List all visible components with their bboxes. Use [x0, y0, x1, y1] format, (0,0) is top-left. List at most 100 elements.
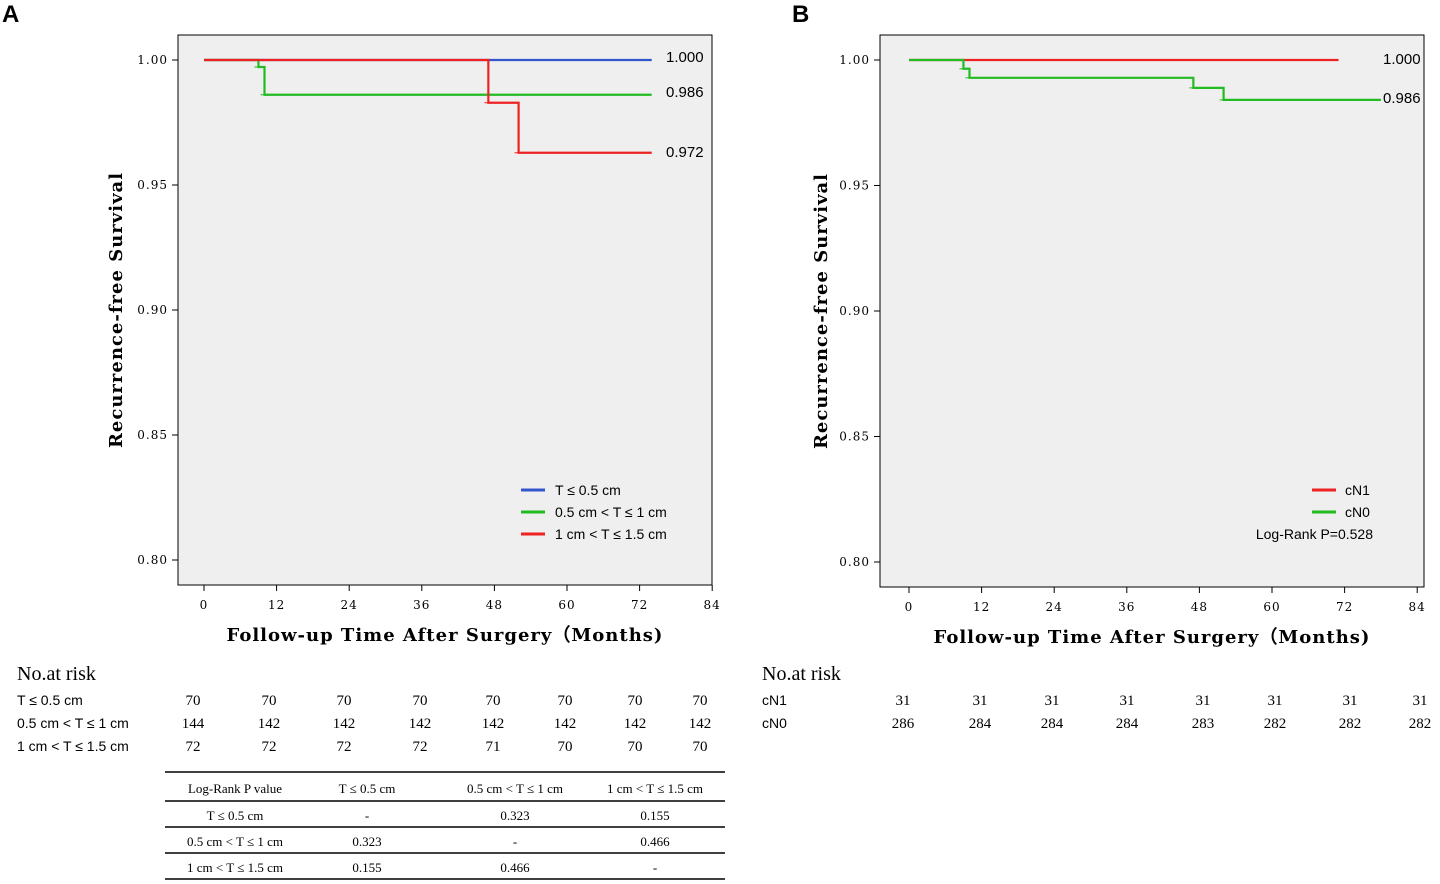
risk-value: 142 [482, 716, 505, 732]
logrank-cell: 1 cm < T ≤ 1.5 cm [187, 860, 283, 875]
risk-value: 70 [558, 693, 573, 709]
x-tick-label: 72 [1336, 600, 1353, 614]
risk-value: 142 [554, 716, 577, 732]
risk-value: 70 [693, 739, 708, 755]
legend-label: 0.5 cm < T ≤ 1 cm [555, 504, 667, 520]
risk-value: 142 [333, 716, 356, 732]
legend-label: T ≤ 0.5 cm [555, 482, 621, 498]
y-axis-title: Recurrence-free Survival [811, 173, 832, 449]
y-axis-title: Recurrence-free Survival [106, 172, 127, 448]
logrank-cell: 0.155 [352, 860, 381, 875]
risk-value: 282 [1409, 716, 1432, 732]
y-tick-label: 0.85 [839, 430, 870, 444]
logrank-cell: - [365, 808, 369, 823]
x-tick-label: 36 [1118, 600, 1135, 614]
risk-value: 70 [262, 693, 277, 709]
risk-value: 31 [973, 693, 988, 709]
y-tick-label: 1.00 [137, 53, 168, 67]
x-tick-label: 48 [1191, 600, 1208, 614]
panel-a: A0.800.850.900.951.000 12 24 36 48 60 72 84Recu… [2, 1, 725, 880]
logrank-cell: 0.323 [500, 808, 529, 823]
x-axis-title: Follow-up Time After Surgery（Months) [227, 625, 664, 646]
risk-value: 31 [1045, 693, 1060, 709]
risk-value: 284 [1041, 716, 1064, 732]
risk-value: 70 [186, 693, 201, 709]
risk-value: 142 [689, 716, 712, 732]
y-tick-label: 0.95 [839, 179, 870, 193]
logrank-header: 1 cm < T ≤ 1.5 cm [607, 781, 703, 796]
series-end-label: 0.986 [666, 84, 704, 101]
risk-value: 72 [186, 739, 201, 755]
y-tick-label: 0.90 [839, 304, 870, 318]
risk-value: 283 [1192, 716, 1215, 732]
risk-value: 286 [892, 716, 915, 732]
risk-value: 284 [969, 716, 992, 732]
legend-label: cN0 [1345, 504, 1370, 520]
plot-area [879, 34, 1425, 588]
series-end-label: 0.986 [1383, 90, 1421, 107]
y-tick-label: 1.00 [839, 53, 870, 67]
series-line [909, 58, 1381, 102]
risk-value: 70 [337, 693, 352, 709]
risk-row-label: T ≤ 0.5 cm [17, 692, 83, 708]
x-tick-label: 24 [1046, 600, 1063, 614]
risk-value: 284 [1116, 716, 1139, 732]
risk-value: 31 [1120, 693, 1135, 709]
risk-table-title: No.at risk [762, 663, 841, 685]
risk-value: 31 [1343, 693, 1358, 709]
series-line [204, 58, 652, 154]
logrank-cell: - [653, 860, 657, 875]
risk-value: 72 [413, 739, 428, 755]
risk-value: 282 [1339, 716, 1362, 732]
risk-row-label: cN0 [762, 715, 787, 731]
panel-letter: B [792, 1, 809, 28]
logrank-cell: 0.5 cm < T ≤ 1 cm [187, 834, 283, 849]
risk-value: 70 [413, 693, 428, 709]
y-tick-label: 0.80 [137, 553, 168, 567]
risk-value: 72 [262, 739, 277, 755]
logrank-header: T ≤ 0.5 cm [339, 781, 396, 796]
logrank-cell: 0.323 [352, 834, 381, 849]
series-end-label: 1.000 [1383, 51, 1421, 68]
x-tick-label: 24 [341, 598, 358, 612]
risk-value: 70 [693, 693, 708, 709]
panel-letter: A [2, 1, 19, 28]
y-tick-label: 0.85 [137, 428, 168, 442]
risk-value: 71 [486, 739, 501, 755]
x-tick-label: 12 [268, 598, 285, 612]
panel-b: B0.800.850.900.951.000 12 24 36 48 60 72 84Recu… [762, 1, 1431, 732]
risk-value: 70 [558, 739, 573, 755]
risk-value: 31 [1196, 693, 1211, 709]
legend-label: 1 cm < T ≤ 1.5 cm [555, 526, 667, 542]
risk-value: 142 [258, 716, 281, 732]
logrank-header: Log-Rank P value [188, 781, 282, 796]
risk-value: 70 [628, 693, 643, 709]
x-tick-label: 0 [200, 598, 209, 612]
risk-value: 144 [182, 716, 205, 732]
logrank-cell: 0.155 [640, 808, 669, 823]
risk-value: 31 [1268, 693, 1283, 709]
x-tick-label: 72 [631, 598, 648, 612]
risk-value: 31 [1413, 693, 1428, 709]
x-tick-label: 48 [486, 598, 503, 612]
y-tick-label: 0.80 [839, 555, 870, 569]
risk-value: 72 [337, 739, 352, 755]
risk-row-label: cN1 [762, 692, 787, 708]
x-tick-label: 12 [973, 600, 990, 614]
logrank-cell: - [513, 834, 517, 849]
risk-row-label: 0.5 cm < T ≤ 1 cm [17, 715, 129, 731]
risk-table-title: No.at risk [17, 663, 96, 685]
legend-label: cN1 [1345, 482, 1370, 498]
risk-value: 282 [1264, 716, 1287, 732]
logrank-header: 0.5 cm < T ≤ 1 cm [467, 781, 563, 796]
x-tick-label: 60 [1263, 600, 1280, 614]
x-tick-label: 60 [558, 598, 575, 612]
risk-value: 142 [409, 716, 432, 732]
risk-value: 142 [624, 716, 647, 732]
logrank-cell: 0.466 [640, 834, 670, 849]
x-tick-label: 36 [413, 598, 430, 612]
logrank-cell: 0.466 [500, 860, 530, 875]
risk-row-label: 1 cm < T ≤ 1.5 cm [17, 738, 129, 754]
logrank-annotation: Log-Rank P=0.528 [1256, 526, 1373, 542]
